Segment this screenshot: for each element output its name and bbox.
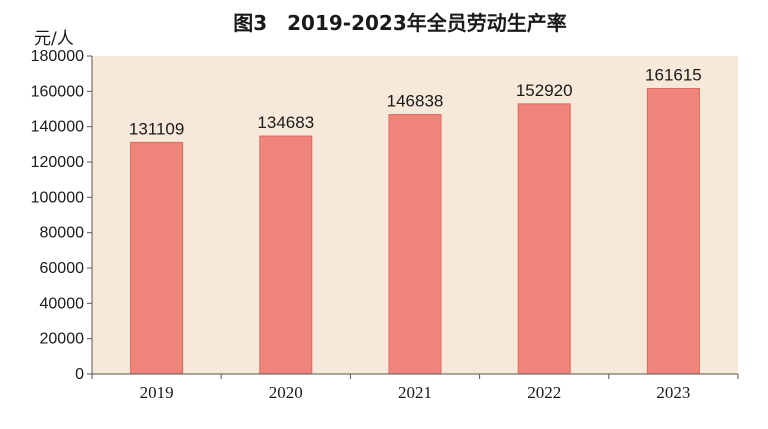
data-label-2019: 131109 <box>129 119 184 138</box>
y-axis-unit-label: 元/人 <box>34 29 74 49</box>
data-label-2020: 134683 <box>257 113 314 132</box>
chart-title: 图3 2019-2023年全员劳动生产率 <box>233 11 567 35</box>
bar-2019 <box>130 141 184 375</box>
y-tick-label: 0 <box>75 366 84 383</box>
x-tick-label-2019: 2019 <box>140 383 174 402</box>
x-tick-label-2020: 2020 <box>269 383 303 402</box>
x-tick-label-2023: 2023 <box>656 383 690 402</box>
y-tick-label: 20000 <box>40 331 85 348</box>
y-tick-label: 80000 <box>40 225 85 242</box>
data-label-2022: 152920 <box>516 81 573 100</box>
data-label-2023: 161615 <box>645 65 702 84</box>
bars-group <box>130 87 700 375</box>
x-tick-label-2021: 2021 <box>398 383 432 402</box>
bar-2021 <box>388 114 442 375</box>
y-tick-label: 40000 <box>40 295 85 312</box>
y-tick-label: 120000 <box>31 154 84 171</box>
y-tick-label: 180000 <box>31 48 84 65</box>
y-tick-label: 100000 <box>31 189 84 206</box>
data-label-2021: 146838 <box>387 92 444 111</box>
y-tick-label: 160000 <box>31 83 84 100</box>
bar-2020 <box>259 135 313 375</box>
bar-2022 <box>517 103 571 375</box>
axes-group <box>87 55 739 379</box>
y-tick-label: 140000 <box>31 119 84 136</box>
y-tick-label: 60000 <box>40 260 85 277</box>
labels-group: 0 20000 40000 60000 80000 100000 120000 140000 1… <box>31 48 702 402</box>
bar-2023 <box>646 87 700 375</box>
x-tick-label-2022: 2022 <box>527 383 561 402</box>
